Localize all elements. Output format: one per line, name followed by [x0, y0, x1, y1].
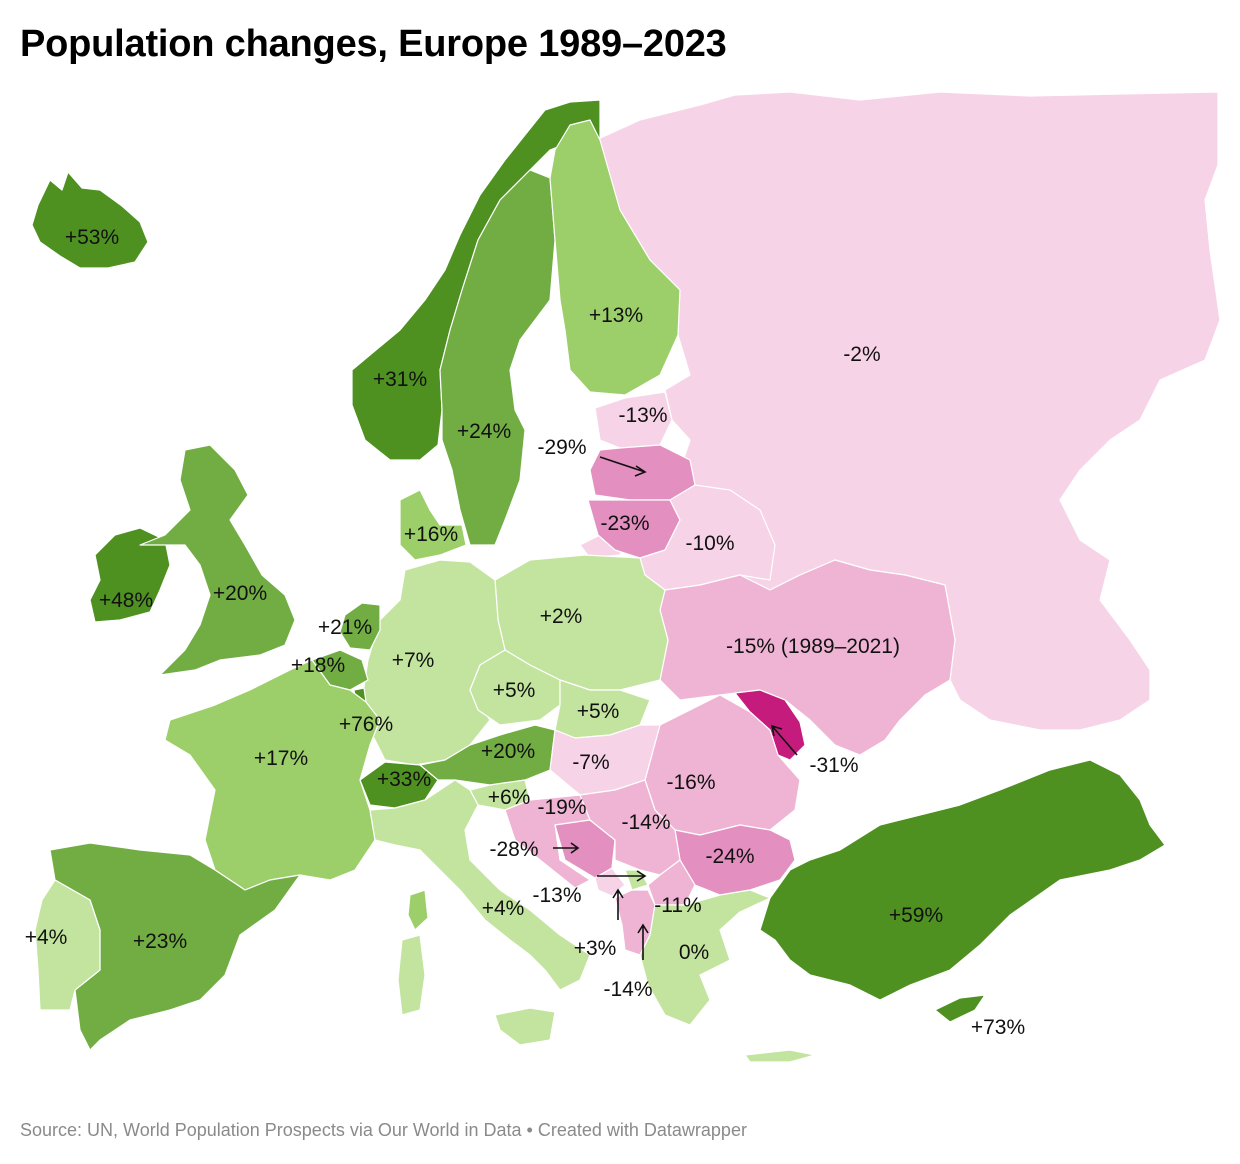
region-france[interactable] — [164, 659, 381, 891]
label-croatia: -19% — [537, 796, 586, 819]
arrow-albania — [637, 923, 649, 960]
label-austria: +20% — [481, 740, 535, 763]
label-slovenia: +6% — [488, 786, 531, 809]
label-denmark: +16% — [404, 523, 458, 546]
label-cyprus: +73% — [971, 1016, 1025, 1039]
label-iceland: +53% — [65, 226, 119, 249]
label-leader-arrows — [553, 456, 798, 960]
label-france: +17% — [254, 747, 308, 770]
label-bosnia: -28% — [489, 838, 538, 861]
label-norway: +31% — [373, 368, 427, 391]
region-switzerland[interactable] — [359, 761, 439, 809]
label-ukraine: -15% (1989–2021) — [726, 635, 900, 658]
label-estonia: -13% — [618, 404, 667, 427]
region-turkey[interactable] — [759, 759, 1166, 1001]
label-hungary: -7% — [572, 751, 609, 774]
label-kosovo: +3% — [574, 937, 617, 960]
label-greece: 0% — [679, 941, 709, 964]
arrow-montenegro — [597, 870, 647, 882]
region-netherlands[interactable] — [339, 602, 381, 651]
label-poland: +2% — [540, 605, 583, 628]
region-cyprus[interactable] — [934, 994, 986, 1023]
region-denmark[interactable] — [399, 489, 467, 561]
arrow-moldova — [770, 724, 798, 756]
arrow-latvia — [599, 456, 647, 477]
region-italy[interactable] — [369, 779, 591, 991]
label-portugal: +4% — [25, 926, 68, 949]
label-switzerland: +33% — [377, 768, 431, 791]
label-north-macedonia: -11% — [654, 894, 701, 917]
source-note: Source: UN, World Population Prospects v… — [20, 1120, 747, 1140]
region-iceland[interactable] — [31, 171, 149, 269]
label-ireland: +48% — [99, 589, 153, 612]
label-serbia: -14% — [621, 811, 670, 834]
region-finland[interactable] — [549, 119, 681, 396]
region-kosovo[interactable] — [624, 869, 649, 891]
label-finland: +13% — [589, 304, 643, 327]
arrow-bosnia — [553, 842, 580, 854]
region-portugal[interactable] — [34, 879, 101, 1011]
label-turkey: +59% — [889, 904, 943, 927]
region-uk[interactable] — [139, 444, 296, 676]
label-bulgaria: -24% — [705, 845, 754, 868]
region-greece[interactable] — [639, 889, 771, 1026]
label-slovakia: +5% — [577, 700, 620, 723]
label-lithuania: -23% — [600, 512, 649, 535]
region-croatia[interactable] — [504, 794, 591, 889]
region-corsica[interactable] — [407, 889, 429, 931]
label-netherlands: +21% — [318, 616, 372, 639]
label-latvia: -29% — [537, 436, 586, 459]
region-sicily[interactable] — [494, 1007, 556, 1046]
label-belarus: -10% — [685, 532, 734, 555]
label-uk: +20% — [213, 582, 267, 605]
label-spain: +23% — [133, 930, 187, 953]
label-italy: +4% — [482, 897, 525, 920]
region-sardinia[interactable] — [397, 934, 426, 1016]
label-sweden: +24% — [457, 420, 511, 443]
region-ukraine[interactable] — [659, 559, 956, 756]
region-crete[interactable] — [744, 1049, 816, 1063]
label-luxembourg: +76% — [339, 713, 393, 736]
label-germany: +7% — [392, 649, 435, 672]
label-moldova: -31% — [809, 754, 858, 777]
label-belgium: +18% — [291, 654, 345, 677]
label-montenegro: -13% — [532, 884, 581, 907]
label-romania: -16% — [666, 771, 715, 794]
region-estonia[interactable] — [594, 391, 673, 449]
map-title: Population changes, Europe 1989–2023 — [20, 23, 727, 65]
arrow-kosovo — [612, 888, 624, 920]
label-russia: -2% — [843, 343, 880, 366]
label-czechia: +5% — [493, 679, 536, 702]
region-sweden[interactable] — [439, 169, 556, 546]
label-albania: -14% — [603, 978, 652, 1001]
region-ireland[interactable] — [89, 527, 171, 623]
